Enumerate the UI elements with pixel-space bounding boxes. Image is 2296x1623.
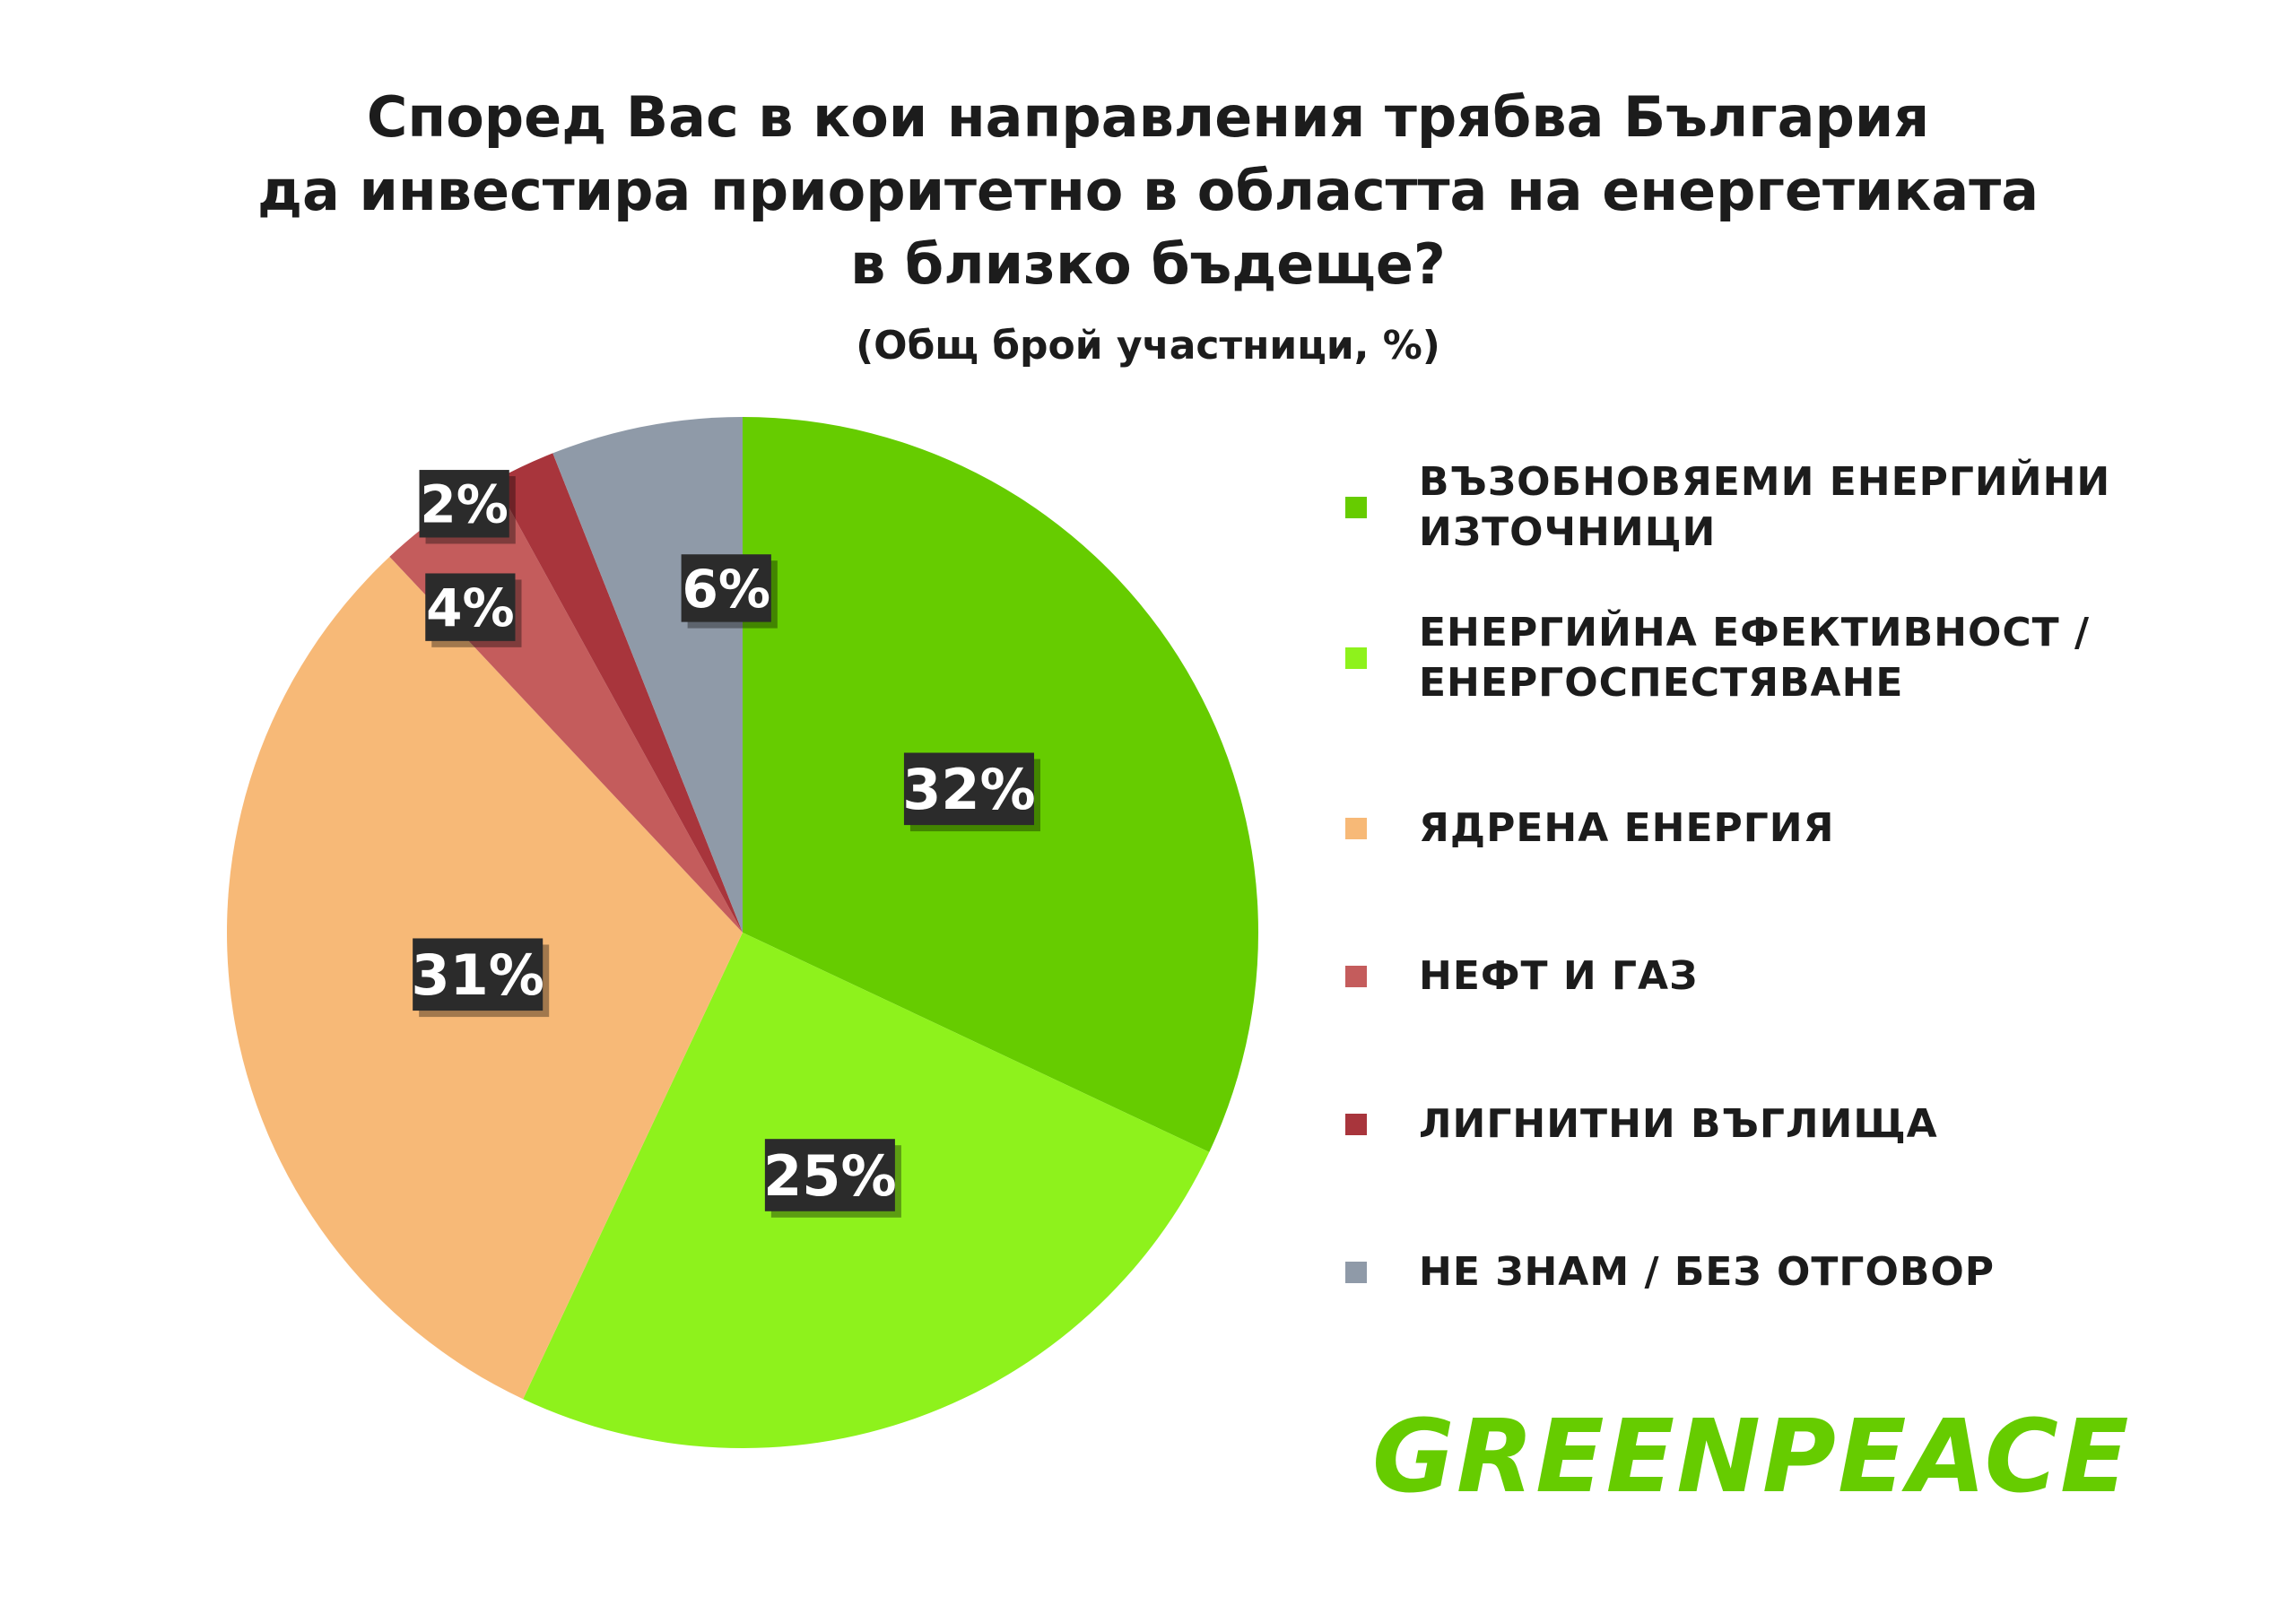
- data-label-box: [681, 554, 771, 622]
- data-label-box: [413, 938, 544, 1011]
- legend-label-oil-gas: НЕФТ И ГАЗ: [1419, 953, 1699, 999]
- chart-title: Според Вас в кои направления трябва Бълг…: [0, 81, 2296, 301]
- data-label-oil-gas: 4%: [425, 573, 522, 647]
- legend-label-renewables: ВЪЗОБНОВЯЕМИ ЕНЕРГИЙНИ ИЗТОЧНИЦИ: [1419, 459, 2111, 555]
- data-label-renewables: 32%: [902, 752, 1040, 832]
- legend-label-nuclear: ЯДРЕНА ЕНЕРГИЯ: [1419, 805, 1835, 851]
- legend-swatch-oil-gas: [1345, 966, 1367, 987]
- chart-title-line-3: в близко бъдеще?: [850, 231, 1446, 297]
- data-label-text: 2%: [420, 474, 508, 535]
- legend-swatch-lignite: [1345, 1114, 1367, 1135]
- legend-swatch-renewables: [1345, 497, 1367, 518]
- pie-labels: 32% 25% 31% 4% 2% 6%: [411, 470, 1040, 1218]
- data-label-nuclear: 31%: [411, 938, 550, 1018]
- data-label-efficiency: 25%: [763, 1139, 901, 1218]
- legend-swatch-efficiency: [1345, 647, 1367, 669]
- data-label-box: [425, 573, 516, 641]
- data-label-text: 25%: [763, 1143, 896, 1209]
- data-label-lignite: 2%: [419, 470, 516, 544]
- legend-swatch-dont-know: [1345, 1262, 1367, 1283]
- data-label-text: 31%: [411, 942, 544, 1008]
- data-label-text: 6%: [682, 559, 770, 620]
- legend-label-dont-know: НЕ ЗНАМ / БЕЗ ОТГОВОР: [1419, 1249, 1996, 1295]
- data-label-box: [419, 470, 509, 538]
- legend-item-oil-gas: НЕФТ И ГАЗ: [1345, 951, 2242, 1002]
- data-label-text: 32%: [902, 757, 1035, 822]
- pie-slice-lignite: [493, 453, 743, 933]
- legend-item-efficiency: ЕНЕРГИЙНА ЕФЕКТИВНОСТ / ЕНЕРГОСПЕСТЯВАНЕ: [1345, 608, 2242, 708]
- legend-label-efficiency: ЕНЕРГИЙНА ЕФЕКТИВНОСТ / ЕНЕРГОСПЕСТЯВАНЕ: [1419, 610, 2091, 706]
- data-label-text: 4%: [426, 577, 514, 638]
- chart-title-line-2: да инвестира приоритетно в областта на е…: [257, 158, 2039, 223]
- legend-item-renewables: ВЪЗОБНОВЯЕМИ ЕНЕРГИЙНИ ИЗТОЧНИЦИ: [1345, 457, 2242, 558]
- greenpeace-logo: GREENPEACE: [1372, 1399, 2131, 1515]
- legend-item-nuclear: ЯДРЕНА ЕНЕРГИЯ: [1345, 803, 2242, 854]
- legend-item-dont-know: НЕ ЗНАМ / БЕЗ ОТГОВОР: [1345, 1247, 2242, 1298]
- legend-label-lignite: ЛИГНИТНИ ВЪГЛИЩА: [1419, 1101, 1938, 1147]
- chart-subtitle: (Общ брой участници, %): [856, 323, 1440, 369]
- data-label-box: [903, 752, 1034, 826]
- data-label-dont-know: 6%: [681, 554, 778, 629]
- chart-title-line-1: Според Вас в кои направления трябва Бълг…: [366, 84, 1930, 150]
- data-label-box: [764, 1139, 895, 1211]
- legend-swatch-nuclear: [1345, 818, 1367, 839]
- legend-item-lignite: ЛИГНИТНИ ВЪГЛИЩА: [1345, 1099, 2242, 1150]
- pie-slice-dont-know: [552, 417, 743, 933]
